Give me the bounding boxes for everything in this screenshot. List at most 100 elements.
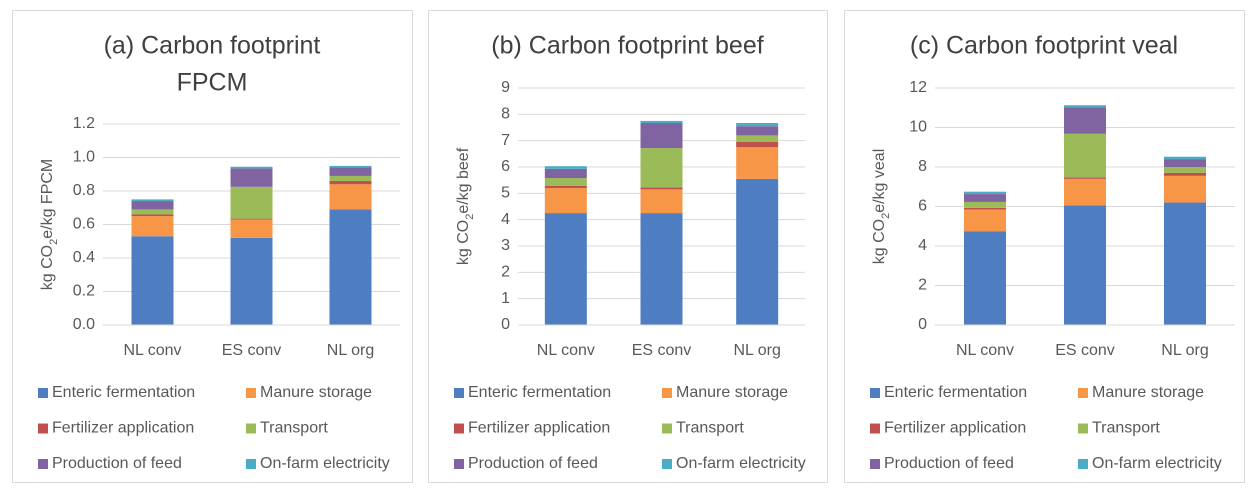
- legend-label: Manure storage: [1092, 384, 1204, 401]
- y-tick-label: 0.8: [73, 182, 95, 199]
- x-tick-label: ES conv: [632, 342, 692, 359]
- legend-label: Fertilizer application: [468, 420, 610, 437]
- bar-segment: [964, 209, 1006, 232]
- bar-segment: [1164, 172, 1206, 176]
- y-tick-label: 0: [918, 316, 927, 333]
- bar-segment: [1064, 107, 1106, 134]
- bar-segment: [640, 123, 683, 149]
- legend-label: Fertilizer application: [52, 420, 194, 437]
- y-tick-label: 4: [918, 237, 927, 254]
- bar-segment: [1064, 178, 1106, 206]
- y-tick-label: 4: [501, 211, 510, 228]
- y-axis-label-part: kg CO: [871, 219, 888, 264]
- bar-segment: [544, 168, 587, 179]
- legend-label: Production of feed: [52, 455, 182, 472]
- legend-swatch: [870, 459, 880, 469]
- legend-label: Enteric fermentation: [52, 384, 195, 401]
- legend-label: On-farm electricity: [260, 455, 390, 472]
- bar-segment: [640, 120, 683, 124]
- bar-segment: [329, 184, 372, 210]
- panel-border: [12, 10, 413, 483]
- bar-segment: [131, 199, 174, 202]
- bar-segment: [131, 216, 174, 237]
- bar-segment: [230, 166, 273, 169]
- bar-segment: [131, 201, 174, 210]
- chart-title: (a) Carbon footprint: [104, 32, 321, 60]
- y-axis-label-part: 2: [48, 239, 60, 245]
- legend-swatch: [454, 388, 464, 398]
- legend-swatch: [246, 459, 256, 469]
- x-tick-label: NL org: [1161, 342, 1208, 359]
- panel-border: [428, 10, 828, 483]
- y-tick-label: 0.4: [73, 249, 95, 266]
- y-tick-label: 5: [501, 185, 510, 202]
- legend-swatch: [246, 423, 256, 434]
- y-axis-label-part: 2: [464, 214, 476, 220]
- legend-swatch: [1078, 459, 1088, 469]
- y-axis-label-part: kg CO: [39, 245, 56, 290]
- y-tick-label: 0.0: [73, 316, 95, 333]
- legend-swatch: [662, 388, 672, 398]
- bar-segment: [640, 189, 683, 214]
- bar-segment: [230, 218, 273, 220]
- y-tick-label: 6: [501, 158, 510, 175]
- bar-segment: [131, 209, 174, 215]
- bar-segment: [736, 135, 779, 142]
- bar-segment: [964, 231, 1006, 325]
- legend-swatch: [1078, 388, 1088, 398]
- bar-segment: [131, 214, 174, 217]
- bar-segment: [640, 213, 683, 325]
- y-axis-label: kg CO2e/kg FPCM: [39, 159, 60, 290]
- bar-segment: [1164, 167, 1206, 173]
- legend-swatch: [870, 388, 880, 398]
- x-tick-label: NL conv: [123, 342, 181, 359]
- y-tick-label: 2: [501, 264, 510, 281]
- legend-label: Transport: [676, 420, 744, 437]
- y-tick-label: 1.2: [73, 115, 95, 132]
- chart-title: FPCM: [177, 69, 248, 97]
- y-axis-label-part: e/kg FPCM: [39, 159, 56, 239]
- bar-segment: [544, 166, 587, 169]
- bar-segment: [1164, 175, 1206, 203]
- chart-title: (b) Carbon footprint beef: [491, 32, 763, 60]
- chart-panel: (a) Carbon footprint FPCM 0.0 0.2 0.4 0.6 0.8 1…: [12, 10, 413, 483]
- legend-label: On-farm electricity: [1092, 455, 1222, 472]
- panel-border: [844, 10, 1245, 483]
- y-tick-label: 0.6: [73, 216, 95, 233]
- y-tick-label: 1: [501, 290, 510, 307]
- legend-label: Manure storage: [260, 384, 372, 401]
- y-tick-label: 0.2: [73, 283, 95, 300]
- bar-segment: [230, 219, 273, 238]
- bar-segment: [329, 175, 372, 181]
- y-tick-label: 12: [909, 79, 927, 96]
- x-tick-label: ES conv: [222, 342, 282, 359]
- y-axis-label-part: 2: [880, 213, 892, 219]
- bar-segment: [1164, 159, 1206, 167]
- y-tick-label: 6: [918, 198, 927, 215]
- legend-swatch: [38, 388, 48, 398]
- y-tick-label: 2: [918, 277, 927, 294]
- y-tick-label: 0: [501, 316, 510, 333]
- bar-segment: [544, 213, 587, 325]
- legend-swatch: [246, 388, 256, 398]
- chart-panel: (b) Carbon footprint beef 0 1 2 3 4 5 6 7 8 9 kg CO…: [428, 10, 828, 483]
- legend-label: Transport: [260, 420, 328, 437]
- bar-segment: [1064, 133, 1106, 178]
- x-tick-label: NL org: [733, 342, 780, 359]
- bar-segment: [964, 207, 1006, 210]
- y-axis-label-part: e/kg veal: [871, 149, 888, 213]
- bar-segment: [736, 123, 779, 127]
- y-tick-label: 1.0: [73, 149, 95, 166]
- legend-label: Manure storage: [676, 384, 788, 401]
- bar-segment: [1064, 205, 1106, 325]
- y-axis-label: kg CO2e/kg beef: [455, 147, 476, 265]
- legend-label: Fertilizer application: [884, 420, 1026, 437]
- x-tick-label: NL org: [327, 342, 374, 359]
- y-tick-label: 8: [918, 158, 927, 175]
- bar-segment: [736, 147, 779, 179]
- legend-swatch: [1078, 423, 1088, 434]
- bar-segment: [736, 141, 779, 148]
- x-tick-label: ES conv: [1055, 342, 1115, 359]
